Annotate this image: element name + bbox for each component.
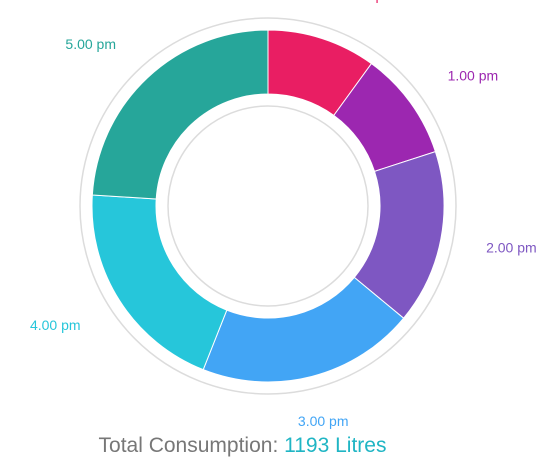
total-consumption-value: 1193 Litres [284,434,387,457]
slice-4-00-pm[interactable] [91,194,228,371]
slice-label: 1.00 pm [448,68,499,84]
slice-label-group: 12.00 pm 1.00 pm 2.00 pm 3.00 pm 4.00 pm 5.00… [30,0,537,429]
slice-label: 5.00 pm [65,36,116,52]
slice-3-00-pm[interactable] [202,276,405,383]
slice-label: 12.00 pm [337,0,395,3]
slice-group [91,29,445,383]
inner-guide-ring [167,105,369,307]
total-consumption-label: Total Consumption: [98,434,279,457]
slice-5-00-pm[interactable] [91,29,269,200]
slice-label: 4.00 pm [30,317,81,333]
slice-label: 3.00 pm [298,413,349,429]
slice-label: 2.00 pm [486,240,537,256]
total-consumption: Total Consumption: 1193 Litres [0,434,485,458]
outer-guide-ring [79,17,457,395]
